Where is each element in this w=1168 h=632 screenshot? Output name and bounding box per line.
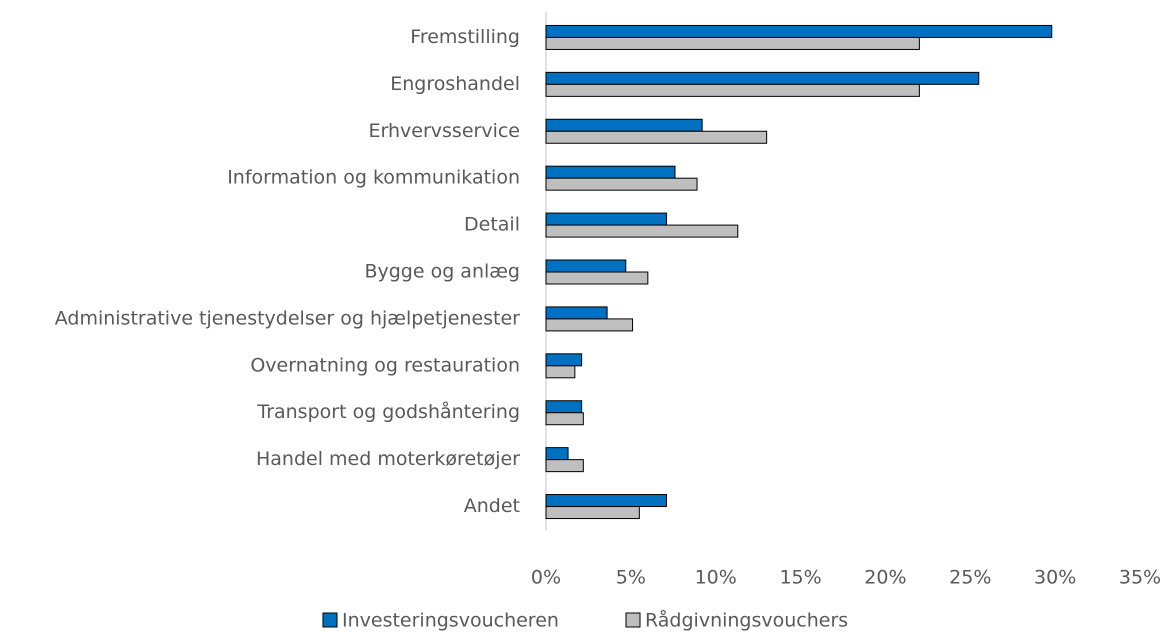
y-tick-label: Handel med moterkøretøjer bbox=[256, 448, 520, 470]
y-tick-label: Detail bbox=[464, 214, 520, 236]
bar bbox=[545, 83, 920, 97]
bar bbox=[545, 118, 703, 132]
x-tick-label: 20% bbox=[864, 567, 906, 589]
bar bbox=[545, 459, 584, 473]
bar bbox=[545, 494, 667, 508]
bar bbox=[545, 24, 1053, 38]
x-tick-label: 10% bbox=[695, 567, 737, 589]
y-tick-label: Andet bbox=[464, 495, 520, 517]
bar bbox=[545, 130, 768, 144]
x-tick-label: 5% bbox=[616, 567, 646, 589]
x-tick-label: 0% bbox=[531, 567, 561, 589]
bar bbox=[545, 212, 667, 226]
bar bbox=[545, 506, 640, 520]
bar bbox=[545, 318, 634, 332]
x-tick-label: 30% bbox=[1034, 567, 1076, 589]
bar bbox=[545, 412, 584, 426]
bar bbox=[545, 36, 920, 50]
legend-swatch bbox=[322, 612, 338, 628]
bar bbox=[545, 400, 583, 414]
bar bbox=[545, 365, 576, 379]
y-tick-label: Transport og godshåntering bbox=[256, 400, 520, 423]
legend-label: Investeringsvoucheren bbox=[342, 610, 559, 632]
bar bbox=[545, 177, 698, 191]
legend-label: Rådgivningsvouchers bbox=[645, 609, 848, 632]
bar bbox=[545, 165, 676, 179]
y-tick-label: Engroshandel bbox=[390, 73, 520, 95]
y-tick-label: Fremstilling bbox=[410, 26, 520, 48]
x-tick-label: 15% bbox=[779, 567, 821, 589]
bar bbox=[545, 447, 569, 461]
bar bbox=[545, 71, 980, 85]
bar bbox=[545, 271, 649, 285]
x-tick-label: 25% bbox=[949, 567, 991, 589]
y-tick-label: Bygge og anlæg bbox=[364, 261, 520, 283]
legend-swatch bbox=[625, 612, 641, 628]
y-tick-label: Erhvervsservice bbox=[369, 120, 520, 142]
y-tick-label: Administrative tjenestydelser og hjælpet… bbox=[55, 307, 520, 329]
bar bbox=[545, 224, 739, 238]
y-tick-label: Overnatning og restauration bbox=[250, 354, 520, 376]
bar bbox=[545, 306, 608, 320]
bar bbox=[545, 353, 583, 367]
bar bbox=[545, 259, 627, 273]
x-tick-label: 35% bbox=[1119, 567, 1161, 589]
y-tick-label: Information og kommunikation bbox=[227, 167, 520, 189]
